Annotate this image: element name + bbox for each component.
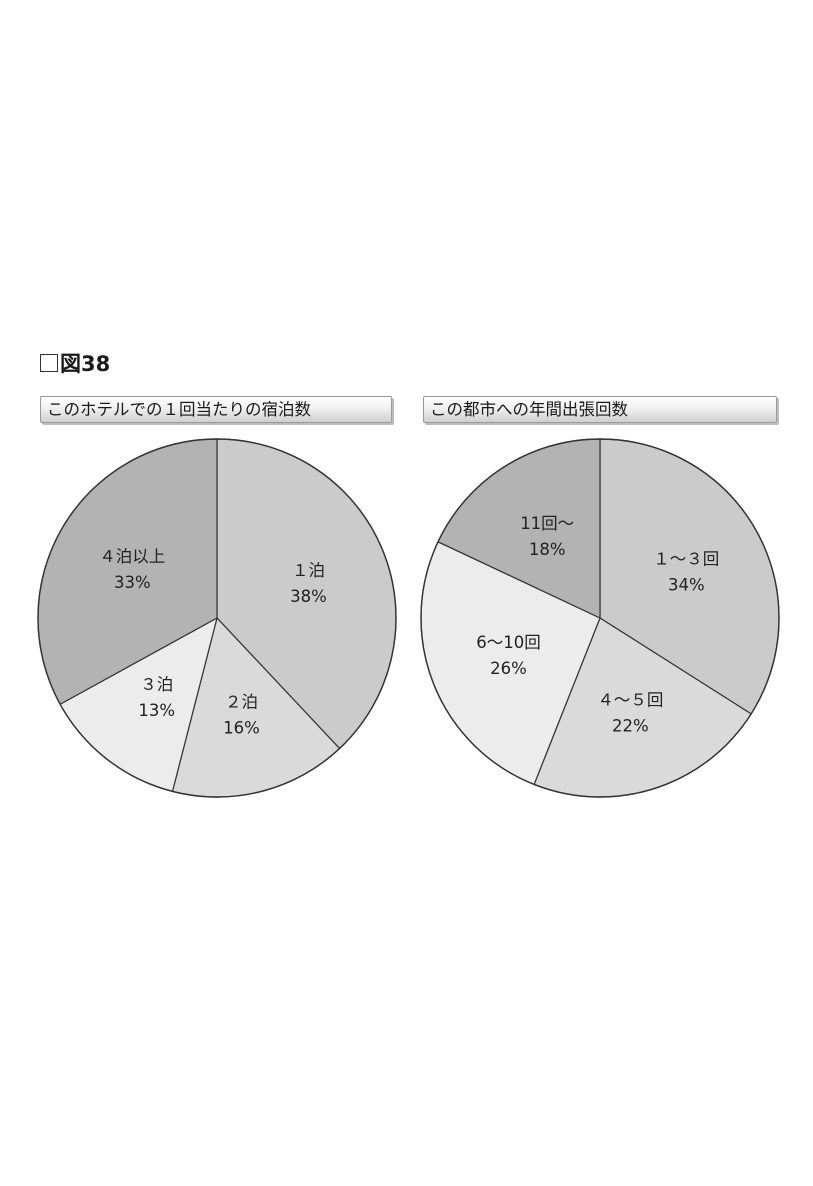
left-pie-outline (37, 438, 397, 798)
right-slice-3-percent: 26% (490, 659, 527, 678)
left-slice-1-percent: 38% (290, 587, 327, 606)
right-pie-outline (420, 438, 780, 798)
right-pie-chart: １～３回 34% ４～５回 22% 6～10回 26% 11回～ 18% (420, 438, 780, 798)
right-chart-title: この都市への年間出張回数 (423, 396, 777, 423)
right-slice-2-percent: 22% (612, 717, 649, 736)
right-slice-1-name: １～３回 (653, 550, 719, 569)
figure-title: 図38 (40, 348, 110, 378)
right-slice-4-percent: 18% (529, 540, 566, 559)
left-slice-3-name: ３泊 (140, 675, 173, 694)
left-slice-4-percent: 33% (114, 573, 151, 592)
checkbox-square-icon (40, 354, 58, 372)
left-chart-title: このホテルでの１回当たりの宿泊数 (40, 396, 392, 423)
left-slice-2-name: ２泊 (225, 692, 258, 711)
left-slice-2-percent: 16% (223, 718, 260, 737)
right-slice-2-name: ４～５回 (597, 691, 663, 710)
left-pie-chart: １泊 38% ２泊 16% ３泊 13% ４泊以上 33% (37, 438, 397, 798)
right-slice-4-name: 11回～ (520, 514, 574, 533)
left-slice-4-name: ４泊以上 (99, 547, 165, 566)
figure-label: 図38 (60, 352, 111, 376)
right-slice-1-percent: 34% (668, 576, 705, 595)
right-slice-3-name: 6～10回 (476, 633, 541, 652)
left-slice-3-percent: 13% (138, 701, 175, 720)
left-slice-1-name: １泊 (292, 561, 325, 580)
